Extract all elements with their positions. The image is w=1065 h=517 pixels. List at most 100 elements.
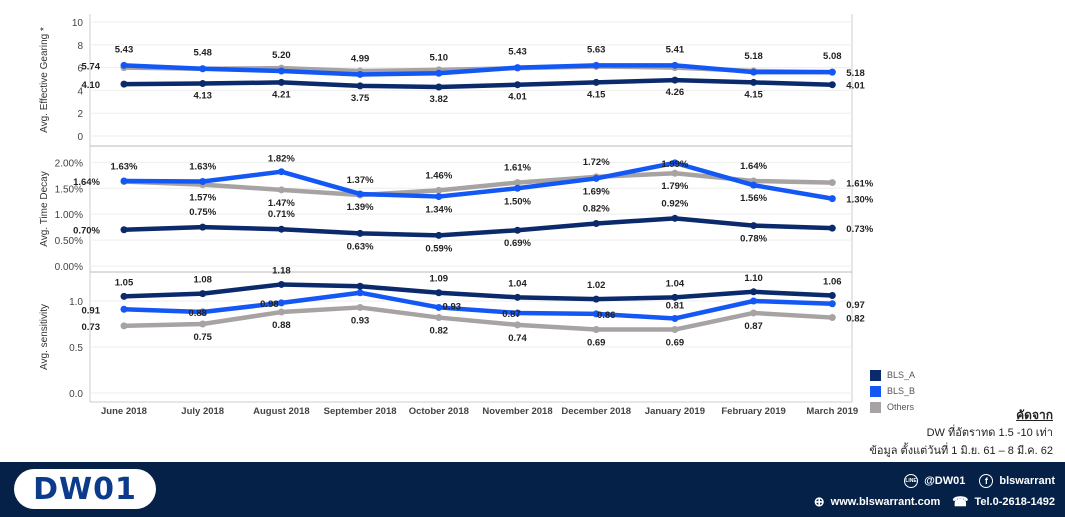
data-label: 0.75% [189,207,216,218]
data-point-bls_a [750,222,758,230]
data-label: 0.91 [82,305,101,316]
x-tick-label: August 2018 [253,406,310,417]
phone-number[interactable]: Tel.0-2618-1492 [974,495,1055,508]
note-head: คัดจาก [1016,408,1053,422]
data-label: 5.74 [82,61,101,72]
y-axis-title: Avg. sensitivity [39,304,50,370]
data-point-bls_b [435,193,443,201]
data-label: 1.18 [272,265,291,276]
data-label: 4.26 [666,87,685,98]
data-label: 1.02 [587,280,606,291]
data-label: 5.08 [823,51,842,62]
data-point-bls_a [828,224,836,232]
data-label: 1.79% [661,181,688,192]
line-id[interactable]: @DW01 [924,474,966,487]
y-axis-title: Avg. Effective Gearing * [39,27,50,133]
y-tick-label: 2.00% [55,158,83,169]
data-point-others [514,321,521,329]
data-point-bls_a [435,289,443,297]
data-point-bls_a [277,280,285,288]
legend: BLS_A BLS_B Others [870,367,915,415]
data-point-bls_b [120,61,128,69]
y-tick-label: 2 [77,109,83,120]
data-point-others [592,326,600,334]
data-label: 0.93 [351,315,370,326]
data-label: 1.63% [189,162,216,173]
data-point-bls_b [199,65,207,73]
data-point-bls_a [435,83,443,91]
data-point-bls_a [828,81,836,89]
data-point-bls_a [592,295,600,303]
x-tick-label: March 2019 [806,406,858,417]
data-label: 0.82 [430,326,449,337]
data-label: 0.74 [508,333,527,344]
x-tick-label: February 2019 [721,406,785,417]
y-tick-label: 1.00% [55,210,83,221]
website-link[interactable]: www.blswarrant.com [830,495,941,508]
data-point-bls_b [828,195,836,203]
contact-info: LINE @DW01 f blswarrant ⊕ www.blswarrant… [814,470,1055,512]
data-point-bls_b [671,314,679,322]
data-point-bls_b [199,178,207,186]
data-point-bls_b [592,61,600,69]
data-label: 4.01 [508,92,527,103]
y-axis-title: Avg. Time Decay [39,171,50,246]
data-label: 1.09 [430,274,449,285]
logo-text: DW01 [33,471,137,507]
data-point-bls_b [277,299,285,307]
data-label: 4.13 [193,91,212,102]
data-label: 1.04 [508,278,527,289]
legend-swatch-bls-a [870,369,881,381]
data-point-bls_a [435,231,443,239]
data-label: 3.82 [430,94,449,105]
chart-area: June 2018 July 2018 August 2018 September 2… [39,14,874,417]
data-point-bls_a [514,81,521,89]
data-point-bls_a [828,291,836,299]
data-point-others [356,303,364,311]
data-point-bls_a [356,82,364,90]
line-icon: LINE [904,473,919,488]
y-tick-label: 0.00% [55,262,83,273]
data-label: 1.30% [846,195,873,206]
data-label: 4.21 [272,89,291,100]
data-label: 1.64% [740,161,767,172]
data-label: 0.73% [846,224,873,235]
data-label: 1.05 [115,277,134,288]
x-tick-label: October 2018 [409,406,469,417]
legend-item-others: Others [870,399,915,415]
data-label: 4.15 [587,89,606,100]
data-point-others [120,322,128,330]
data-point-bls_a [356,229,364,237]
data-point-bls_b [750,297,758,305]
y-tick-label: 10 [72,18,84,29]
data-label: 0.71% [268,209,295,220]
data-label: 0.70% [73,226,100,237]
data-point-bls_a [592,220,600,228]
legend-swatch-bls-b [870,385,881,397]
facebook-name[interactable]: blswarrant [999,474,1055,487]
data-point-bls_b [514,309,521,317]
data-label: 1.69% [583,186,610,197]
data-point-bls_b [435,69,443,77]
data-label: 4.01 [846,81,865,92]
data-point-others [828,314,836,322]
data-point-bls_a [356,282,364,290]
data-label: 4.99 [351,53,370,64]
y-tick-label: 6 [77,64,83,75]
data-label: 1.39% [347,202,374,213]
data-label: 0.75 [193,332,212,343]
data-label: 1.08 [193,275,212,286]
x-tick-label: December 2018 [561,406,631,417]
note-line-1: DW ที่อัตราทด 1.5 -10 เท่า [926,427,1053,439]
y-tick-label: 0.50% [55,236,83,247]
data-label: 0.92% [661,198,688,209]
data-label: 1.34% [425,205,452,216]
data-label: 0.59% [425,243,452,254]
series-line-bls_b [121,160,835,201]
y-tick-label: 1.0 [69,297,83,308]
data-label: 1.72% [583,157,610,168]
data-point-bls_a [120,292,128,300]
data-point-others [828,179,836,187]
x-tick-label: November 2018 [482,406,552,417]
series-line-bls_b [121,63,835,77]
